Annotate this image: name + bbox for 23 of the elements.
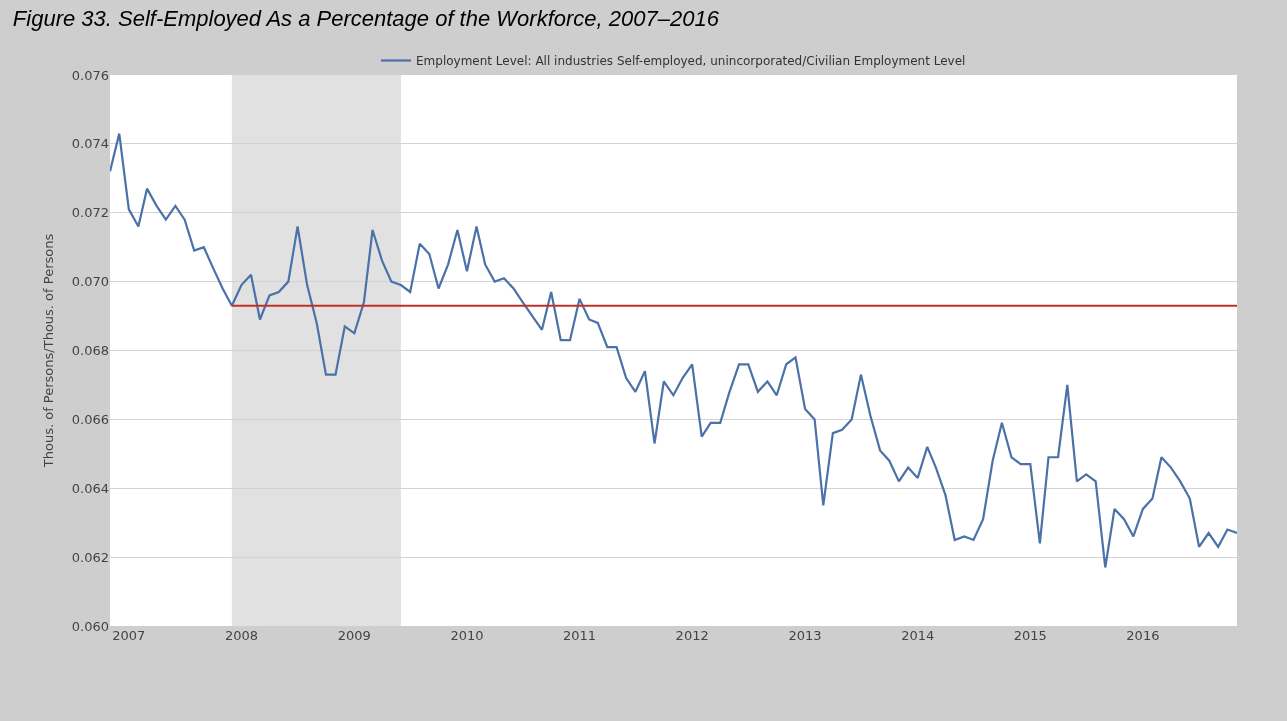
chart-title: Figure 33. Self-Employed As a Percentage of the Workforce, 2007–2016 (12, 6, 720, 32)
x-tick-label: 2012 (675, 628, 709, 643)
x-tick-label: 2013 (788, 628, 822, 643)
x-tick-label: 2009 (337, 628, 371, 643)
y-tick-label: 0.066 (71, 411, 109, 427)
y-tick-label: 0.062 (71, 549, 109, 565)
y-tick-label: 0.068 (71, 343, 109, 359)
y-axis-title: Thous. of Persons/Thous. of Persons (40, 233, 56, 469)
y-tick-label: 0.072 (71, 205, 109, 221)
x-tick-label: 2008 (224, 628, 258, 643)
y-tick-label: 0.076 (71, 67, 109, 83)
y-tick-label: 0.070 (71, 274, 109, 290)
y-tick-label: 0.060 (71, 618, 109, 634)
y-tick-label: 0.074 (71, 136, 109, 152)
x-tick-label: 2015 (1013, 628, 1047, 643)
x-tick-label: 2010 (450, 628, 484, 643)
legend-label: Employment Level: All industries Self-employed, unincorporated/Civilian Employment Level (416, 54, 966, 69)
x-tick-label: 2014 (901, 628, 935, 643)
x-tick-label: 2007 (112, 628, 146, 643)
y-tick-label: 0.064 (71, 480, 109, 496)
x-tick-label: 2011 (563, 628, 597, 643)
line-series (110, 132, 1237, 569)
x-tick-label: 2016 (1126, 628, 1160, 643)
